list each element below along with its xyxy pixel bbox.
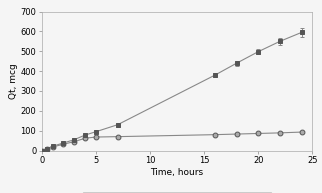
- X-axis label: Time, hours: Time, hours: [151, 168, 204, 177]
- Legend: AndroGel, Ethosomal formulation: AndroGel, Ethosomal formulation: [82, 192, 272, 193]
- Y-axis label: Qt, mcg: Qt, mcg: [9, 63, 18, 99]
